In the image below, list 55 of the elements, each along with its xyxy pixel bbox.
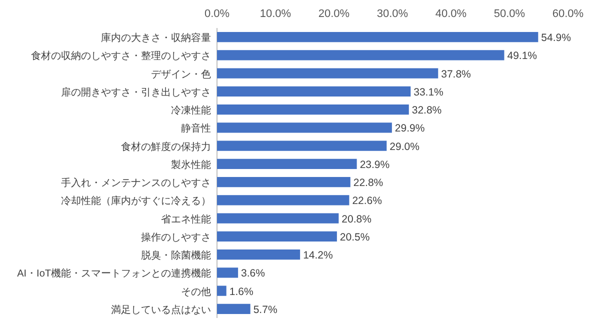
data-label: 20.8% [342, 213, 372, 226]
y-tick-label: 製氷性能 [171, 158, 211, 171]
data-label: 23.9% [360, 158, 390, 171]
bar [217, 231, 337, 242]
data-label: 49.1% [507, 50, 538, 62]
y-tick-label: 食材の収納のしやすさ・整理のしやすさ [31, 50, 211, 62]
bar [217, 195, 350, 206]
data-label: 22.8% [353, 177, 384, 190]
bar [217, 140, 387, 151]
y-tick-label: 冷却性能（庫内がすぐに冷える） [61, 195, 211, 208]
bar [217, 32, 538, 42]
bar [217, 213, 339, 224]
data-label: 3.6% [241, 268, 265, 280]
data-label: 37.8% [441, 68, 471, 80]
y-tick-label: 省エネ性能 [161, 213, 211, 226]
data-label: 14.2% [303, 250, 333, 262]
y-tick-label: 満足している点はない [111, 304, 211, 316]
x-tick-label: 40.0% [435, 8, 467, 20]
x-tick-label: 10.0% [260, 8, 292, 20]
bar [217, 158, 357, 170]
y-tick-label: デザイン・色 [151, 68, 211, 80]
bar [217, 304, 250, 314]
y-tick-label: 庫内の大きさ・収納容量 [101, 32, 211, 44]
y-tick-label: 食材の鮮度の保持力 [121, 140, 211, 153]
bar [217, 122, 392, 133]
y-tick-label: 扉の開きやすさ・引き出しやすさ [61, 86, 211, 98]
data-label: 5.7% [253, 304, 278, 316]
bar [217, 249, 300, 260]
data-label: 20.5% [340, 231, 370, 244]
bar [217, 104, 409, 115]
y-tick-label: その他 [181, 286, 211, 298]
data-label: 29.9% [394, 122, 425, 135]
y-tick-label: 操作のしやすさ [141, 231, 211, 244]
bar [217, 286, 226, 296]
data-label: 32.8% [412, 104, 442, 117]
bar [217, 176, 350, 188]
bar [217, 86, 411, 97]
x-tick-label: 50.0% [494, 8, 526, 20]
bar [217, 50, 504, 60]
data-label: 33.1% [414, 86, 444, 98]
data-label: 54.9% [541, 32, 571, 44]
y-tick-label: 手入れ・メンテナンスのしやすさ [61, 177, 211, 190]
bar [217, 268, 238, 278]
y-tick-label: 静音性 [181, 122, 211, 135]
x-tick-label: 0.0% [204, 8, 230, 20]
data-label: 22.6% [352, 195, 382, 208]
y-tick-label: 脱臭・除菌機能 [141, 250, 211, 262]
y-tick-label: 冷凍性能 [171, 104, 211, 117]
x-tick-label: 30.0% [376, 8, 408, 20]
x-tick-label: 20.0% [318, 8, 350, 20]
x-tick-label: 60.0% [552, 8, 584, 20]
data-label: 29.0% [390, 140, 420, 153]
bar [217, 68, 438, 78]
data-label: 1.6% [229, 286, 254, 298]
y-tick-label: AI・IoT機能・スマートフォンとの連携機能 [17, 268, 211, 280]
